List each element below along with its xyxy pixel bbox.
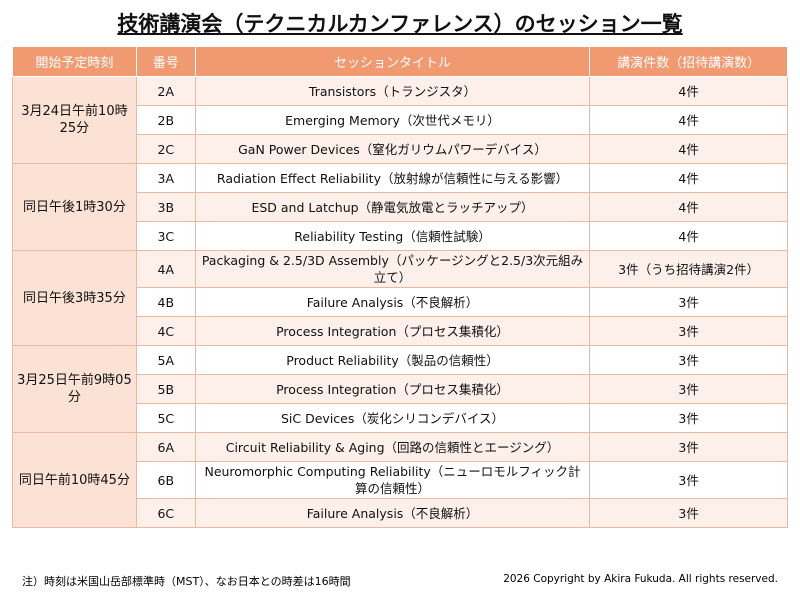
session-title: Neuromorphic Computing Reliability（ニューロモ…: [194, 461, 591, 499]
talk-count: 3件: [589, 403, 788, 433]
talk-count: 3件: [589, 316, 788, 346]
session-number: 5B: [135, 374, 196, 404]
session-title: Transistors（トランジスタ）: [194, 76, 591, 106]
talk-count: 3件（うち招待講演2件）: [589, 250, 788, 288]
session-number: 5C: [135, 403, 196, 433]
session-number: 4C: [135, 316, 196, 346]
session-row: 3C Reliability Testing（信頼性試験） 4件: [13, 221, 788, 251]
session-number: 3A: [135, 163, 196, 193]
session-row: 6C Failure Analysis（不良解析） 3件: [13, 498, 788, 528]
session-row: 2C GaN Power Devices（窒化ガリウムパワーデバイス） 4件: [13, 134, 788, 164]
talk-count: 3件: [589, 374, 788, 404]
session-row: 5C SiC Devices（炭化シリコンデバイス） 3件: [13, 403, 788, 433]
session-title: Radiation Effect Reliability（放射線が信頼性に与える…: [194, 163, 591, 193]
column-header: 番号: [135, 46, 196, 77]
header-row: 開始予定時刻 番号 セッションタイトル 講演件数（招待講演数）: [12, 46, 788, 77]
session-row: 同日午後3時35分 4A Packaging & 2.5/3D Assembly（パ…: [12, 250, 788, 346]
talk-count: 4件: [589, 134, 788, 164]
session-row: 同日午前10時45分 6A Circuit Reliability & Aging（…: [12, 432, 788, 528]
talk-count: 4件: [589, 76, 788, 106]
start-time: 3月24日午前10時25分: [12, 76, 137, 164]
title: 技術講演会（テクニカルカンファレンス）のセッション一覧: [117, 12, 683, 36]
session-title: SiC Devices（炭化シリコンデバイス）: [194, 403, 591, 433]
session-number: 2B: [135, 105, 196, 135]
copyright: 2026 Copyright by Akira Fukuda. All righ…: [503, 573, 778, 585]
session-row: 4C Process Integration（プロセス集積化） 3件: [13, 316, 788, 346]
session-title: Failure Analysis（不良解析）: [194, 287, 591, 317]
start-time: 同日午前10時45分: [12, 432, 137, 528]
start-time: 3月25日午前9時05分: [12, 345, 137, 433]
session-row: 4B Failure Analysis（不良解析） 3件: [13, 287, 788, 317]
session-title: Reliability Testing（信頼性試験）: [194, 221, 591, 251]
talk-count: 4件: [589, 105, 788, 135]
talk-count: 4件: [589, 221, 788, 251]
session-number: 4A: [135, 250, 196, 288]
session-number: 2A: [135, 76, 196, 106]
session-number: 4B: [135, 287, 196, 317]
session-row: 同日午後1時30分 3A Radiation Effect Reliability（…: [12, 163, 788, 251]
column-header: セッションタイトル: [194, 46, 591, 77]
session-title: Emerging Memory（次世代メモリ）: [194, 105, 591, 135]
session-row: 6B Neuromorphic Computing Reliability（ニュー…: [13, 461, 788, 499]
session-row: 3月25日午前9時05分 5A Product Reliability（製品の信頼性…: [12, 345, 788, 433]
talk-count: 3件: [589, 432, 788, 462]
session-number: 6A: [135, 432, 196, 462]
talk-count: 3件: [589, 287, 788, 317]
session-table: 開始予定時刻 番号 セッションタイトル 講演件数（招待講演数） 3月24日午前10時2…: [12, 46, 788, 528]
session-row: 2B Emerging Memory（次世代メモリ） 4件: [13, 105, 788, 135]
session-number: 6B: [135, 461, 196, 499]
session-title: Circuit Reliability & Aging（回路の信頼性とエージング…: [194, 432, 591, 462]
session-title: Process Integration（プロセス集積化）: [194, 316, 591, 346]
start-time: 同日午後1時30分: [12, 163, 137, 251]
session-title: Failure Analysis（不良解析）: [194, 498, 591, 528]
talk-count: 3件: [589, 498, 788, 528]
talk-count: 4件: [589, 163, 788, 193]
session-title: Process Integration（プロセス集積化）: [194, 374, 591, 404]
start-time: 同日午後3時35分: [12, 250, 137, 346]
session-row: 3B ESD and Latchup（静電気放電とラッチアップ） 4件: [13, 192, 788, 222]
column-header: 講演件数（招待講演数）: [589, 46, 788, 77]
session-number: 3B: [135, 192, 196, 222]
session-number: 5A: [135, 345, 196, 375]
footnote: 注）時刻は米国山岳部標準時（MST）、なお日本との時差は16時間: [22, 575, 351, 588]
talk-count: 4件: [589, 192, 788, 222]
column-header: 開始予定時刻: [12, 46, 137, 77]
session-row: 3月24日午前10時25分 2A Transistors（トランジスタ） 4件: [12, 76, 788, 164]
session-number: 6C: [135, 498, 196, 528]
session-title: GaN Power Devices（窒化ガリウムパワーデバイス）: [194, 134, 591, 164]
session-title: Product Reliability（製品の信頼性）: [194, 345, 591, 375]
session-title: ESD and Latchup（静電気放電とラッチアップ）: [194, 192, 591, 222]
session-number: 3C: [135, 221, 196, 251]
session-title: Packaging & 2.5/3D Assembly（パッケージングと2.5/…: [194, 250, 591, 288]
talk-count: 3件: [589, 345, 788, 375]
talk-count: 3件: [589, 461, 788, 499]
session-number: 2C: [135, 134, 196, 164]
